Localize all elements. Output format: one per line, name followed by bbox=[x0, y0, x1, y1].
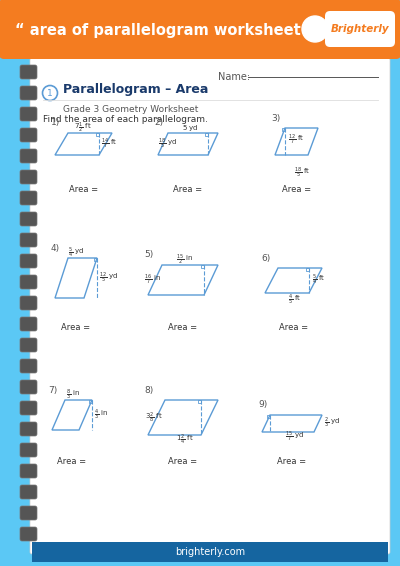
Text: Area =: Area = bbox=[62, 324, 90, 332]
Text: 4): 4) bbox=[51, 243, 60, 252]
Text: Grade 3 Geometry Worksheet: Grade 3 Geometry Worksheet bbox=[63, 105, 198, 114]
FancyBboxPatch shape bbox=[20, 191, 37, 205]
Text: 3): 3) bbox=[271, 114, 280, 122]
Circle shape bbox=[302, 16, 328, 42]
Text: 5): 5) bbox=[144, 251, 153, 259]
Text: Area =: Area = bbox=[168, 324, 198, 332]
Text: Area =: Area = bbox=[168, 457, 198, 466]
FancyBboxPatch shape bbox=[20, 422, 37, 436]
FancyBboxPatch shape bbox=[20, 464, 37, 478]
FancyBboxPatch shape bbox=[20, 254, 37, 268]
FancyBboxPatch shape bbox=[20, 485, 37, 499]
Text: $1\frac{2}{4}$ ft: $1\frac{2}{4}$ ft bbox=[176, 433, 194, 447]
Text: 6): 6) bbox=[261, 254, 270, 263]
Text: 8): 8) bbox=[144, 385, 153, 395]
Text: Area =: Area = bbox=[58, 457, 86, 466]
Text: 2): 2) bbox=[154, 118, 163, 127]
FancyBboxPatch shape bbox=[20, 359, 37, 373]
Text: Name:: Name: bbox=[218, 72, 250, 82]
FancyBboxPatch shape bbox=[20, 86, 37, 100]
Text: 1: 1 bbox=[47, 88, 53, 97]
FancyBboxPatch shape bbox=[20, 380, 37, 394]
FancyBboxPatch shape bbox=[20, 212, 37, 226]
FancyBboxPatch shape bbox=[30, 58, 390, 554]
Text: $\frac{12}{5}$ yd: $\frac{12}{5}$ yd bbox=[99, 271, 118, 285]
Text: Find the area of each parallelogram.: Find the area of each parallelogram. bbox=[43, 115, 208, 125]
Text: Area =: Area = bbox=[278, 457, 306, 466]
Text: $\frac{18}{5}$ yd: $\frac{18}{5}$ yd bbox=[158, 137, 177, 151]
Text: 9): 9) bbox=[258, 401, 267, 409]
FancyBboxPatch shape bbox=[20, 527, 37, 541]
FancyBboxPatch shape bbox=[20, 65, 37, 79]
Text: $5$ yd: $5$ yd bbox=[182, 123, 198, 133]
FancyBboxPatch shape bbox=[20, 506, 37, 520]
Text: Area =: Area = bbox=[282, 186, 311, 195]
FancyBboxPatch shape bbox=[20, 338, 37, 352]
FancyBboxPatch shape bbox=[20, 149, 37, 163]
Text: $\frac{18}{5}$ ft: $\frac{18}{5}$ ft bbox=[294, 166, 310, 180]
FancyBboxPatch shape bbox=[32, 542, 388, 562]
Text: $7\frac{1}{2}$ ft: $7\frac{1}{2}$ ft bbox=[74, 121, 92, 135]
FancyBboxPatch shape bbox=[20, 275, 37, 289]
Circle shape bbox=[42, 85, 58, 101]
Text: $\frac{16}{7}$ in: $\frac{16}{7}$ in bbox=[144, 273, 161, 287]
Text: $\frac{15}{2}$ in: $\frac{15}{2}$ in bbox=[176, 253, 194, 267]
Text: Parallelogram – Area: Parallelogram – Area bbox=[63, 84, 208, 96]
Text: Area =: Area = bbox=[174, 186, 202, 195]
Text: $\frac{5}{4}$ ft: $\frac{5}{4}$ ft bbox=[312, 273, 325, 287]
Text: $\frac{5}{4}$ yd: $\frac{5}{4}$ yd bbox=[68, 246, 84, 260]
Text: Area =: Area = bbox=[279, 324, 308, 332]
Text: 7): 7) bbox=[48, 385, 57, 395]
Text: Brighterly: Brighterly bbox=[331, 24, 389, 34]
FancyBboxPatch shape bbox=[20, 401, 37, 415]
Text: “ area of parallelogram worksheet: “ area of parallelogram worksheet bbox=[15, 23, 301, 37]
Text: $\frac{14}{7}$ ft: $\frac{14}{7}$ ft bbox=[101, 137, 117, 151]
FancyBboxPatch shape bbox=[20, 233, 37, 247]
FancyBboxPatch shape bbox=[20, 443, 37, 457]
Text: 1): 1) bbox=[51, 118, 60, 127]
Text: $\frac{2}{3}$ yd: $\frac{2}{3}$ yd bbox=[324, 416, 340, 430]
Text: Area =: Area = bbox=[69, 186, 98, 195]
Text: $\frac{12}{7}$ ft: $\frac{12}{7}$ ft bbox=[288, 133, 304, 147]
FancyBboxPatch shape bbox=[0, 0, 400, 59]
Text: $\frac{15}{7}$ yd: $\frac{15}{7}$ yd bbox=[285, 430, 305, 444]
FancyBboxPatch shape bbox=[20, 128, 37, 142]
FancyBboxPatch shape bbox=[20, 170, 37, 184]
FancyBboxPatch shape bbox=[20, 317, 37, 331]
FancyBboxPatch shape bbox=[20, 296, 37, 310]
FancyBboxPatch shape bbox=[325, 11, 395, 47]
FancyBboxPatch shape bbox=[20, 107, 37, 121]
Text: $\frac{8}{3}$ in: $\frac{8}{3}$ in bbox=[66, 388, 80, 402]
Text: $3\frac{2}{8}$ ft: $3\frac{2}{8}$ ft bbox=[145, 411, 163, 425]
Text: $\frac{4}{5}$ ft: $\frac{4}{5}$ ft bbox=[288, 293, 302, 307]
Text: $\frac{4}{3}$ in: $\frac{4}{3}$ in bbox=[94, 408, 108, 422]
Text: brighterly.com: brighterly.com bbox=[175, 547, 245, 557]
